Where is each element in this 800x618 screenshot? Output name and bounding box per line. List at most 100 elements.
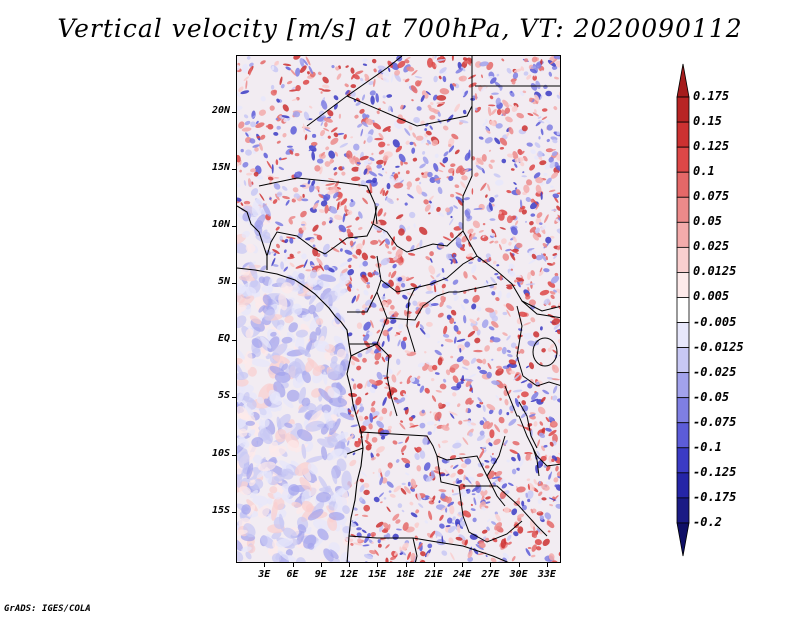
velocity-speckle bbox=[506, 335, 511, 341]
velocity-speckle bbox=[498, 211, 502, 215]
velocity-speckle bbox=[529, 413, 536, 417]
velocity-speckle bbox=[433, 75, 438, 83]
velocity-speckle bbox=[517, 281, 521, 288]
velocity-speckle bbox=[467, 228, 474, 235]
velocity-speckle bbox=[484, 465, 490, 469]
velocity-speckle bbox=[371, 411, 380, 417]
velocity-speckle bbox=[493, 173, 501, 178]
velocity-speckle bbox=[390, 270, 397, 279]
velocity-speckle bbox=[442, 75, 447, 83]
velocity-speckle bbox=[475, 544, 484, 550]
velocity-speckle bbox=[282, 132, 287, 138]
velocity-speckle bbox=[361, 309, 366, 316]
velocity-speckle bbox=[246, 499, 258, 512]
velocity-speckle bbox=[552, 349, 558, 354]
velocity-speckle bbox=[555, 60, 560, 68]
velocity-speckle bbox=[397, 171, 401, 175]
velocity-speckle bbox=[473, 497, 477, 506]
velocity-speckle bbox=[237, 315, 247, 329]
velocity-speckle bbox=[494, 531, 499, 535]
velocity-speckle bbox=[523, 322, 532, 326]
velocity-speckle bbox=[535, 254, 543, 261]
velocity-speckle bbox=[398, 441, 403, 444]
velocity-speckle bbox=[351, 176, 361, 182]
velocity-speckle bbox=[346, 440, 350, 446]
velocity-speckle bbox=[437, 340, 440, 344]
velocity-speckle bbox=[334, 151, 339, 157]
velocity-speckle bbox=[252, 495, 269, 506]
velocity-speckle bbox=[443, 378, 447, 383]
velocity-speckle bbox=[495, 394, 500, 400]
velocity-speckle bbox=[487, 106, 492, 117]
velocity-speckle bbox=[433, 530, 443, 537]
velocity-speckle bbox=[439, 88, 450, 95]
velocity-speckle bbox=[458, 420, 463, 425]
velocity-speckle bbox=[506, 309, 511, 317]
colorbar-label: -0.2 bbox=[693, 514, 722, 529]
colorbar-label: 0.005 bbox=[693, 289, 730, 304]
velocity-speckle bbox=[346, 435, 354, 441]
velocity-speckle bbox=[422, 151, 426, 155]
velocity-speckle bbox=[503, 507, 510, 514]
velocity-speckle bbox=[506, 534, 512, 541]
velocity-speckle bbox=[424, 520, 429, 524]
velocity-speckle bbox=[416, 242, 420, 249]
velocity-speckle bbox=[464, 209, 471, 219]
velocity-speckle bbox=[302, 58, 309, 66]
velocity-speckle bbox=[369, 549, 376, 555]
velocity-speckle bbox=[390, 304, 395, 310]
velocity-speckle bbox=[535, 62, 542, 69]
velocity-speckle bbox=[250, 168, 256, 173]
velocity-speckle bbox=[250, 121, 257, 128]
velocity-speckle bbox=[400, 420, 404, 423]
velocity-speckle bbox=[436, 273, 441, 278]
velocity-speckle bbox=[545, 90, 553, 97]
velocity-speckle bbox=[374, 549, 379, 556]
velocity-speckle bbox=[476, 358, 483, 364]
velocity-speckle bbox=[487, 75, 494, 80]
velocity-speckle bbox=[525, 452, 531, 461]
velocity-speckle bbox=[516, 424, 525, 428]
velocity-speckle bbox=[242, 161, 249, 168]
velocity-speckle bbox=[540, 455, 547, 462]
velocity-speckle bbox=[384, 190, 389, 197]
velocity-speckle bbox=[289, 215, 296, 220]
velocity-speckle bbox=[441, 283, 446, 289]
velocity-speckle bbox=[361, 252, 369, 261]
colorbar-segment bbox=[676, 297, 690, 323]
velocity-speckle bbox=[324, 204, 329, 214]
velocity-speckle bbox=[413, 141, 417, 147]
velocity-speckle bbox=[246, 172, 253, 176]
velocity-speckle bbox=[385, 196, 388, 201]
velocity-speckle bbox=[250, 188, 259, 196]
velocity-speckle bbox=[485, 253, 491, 259]
velocity-speckle bbox=[462, 57, 468, 61]
velocity-speckle bbox=[490, 557, 497, 562]
velocity-speckle bbox=[481, 447, 484, 451]
velocity-speckle bbox=[373, 68, 377, 73]
colorbar-segment bbox=[676, 447, 690, 474]
velocity-speckle bbox=[533, 230, 542, 238]
velocity-speckle bbox=[551, 151, 558, 157]
velocity-speckle bbox=[485, 194, 488, 198]
velocity-speckle bbox=[556, 471, 560, 477]
velocity-speckle bbox=[285, 549, 293, 557]
velocity-speckle bbox=[527, 113, 534, 116]
velocity-speckle bbox=[516, 112, 525, 119]
velocity-speckle bbox=[395, 459, 400, 463]
velocity-speckle bbox=[365, 179, 373, 184]
velocity-speckle bbox=[405, 436, 410, 443]
velocity-speckle bbox=[347, 257, 353, 262]
velocity-speckle bbox=[465, 489, 469, 492]
velocity-speckle bbox=[489, 240, 494, 244]
velocity-speckle bbox=[237, 105, 243, 111]
velocity-speckle bbox=[453, 295, 459, 301]
velocity-speckle bbox=[440, 344, 444, 347]
velocity-speckle bbox=[377, 208, 383, 217]
velocity-speckle bbox=[399, 422, 406, 430]
velocity-speckle bbox=[502, 552, 509, 559]
velocity-speckle bbox=[369, 90, 376, 96]
velocity-speckle bbox=[237, 89, 241, 98]
velocity-speckle bbox=[358, 226, 363, 231]
velocity-speckle bbox=[403, 161, 408, 165]
